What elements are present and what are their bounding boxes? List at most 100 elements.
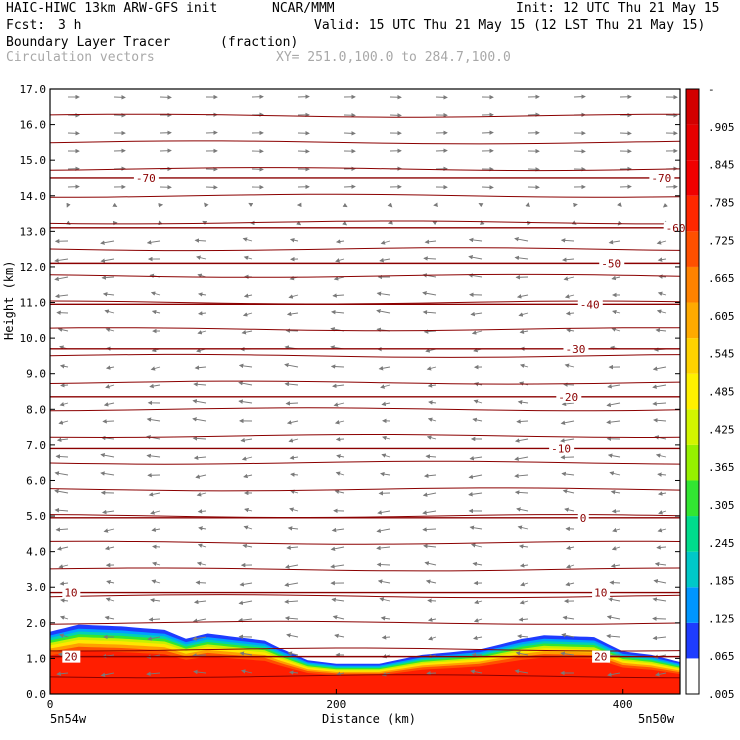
wind-vector [243,293,253,298]
isotherm-line [49,167,681,172]
isotherm-label-bg [592,650,611,663]
wind-vector [239,582,253,587]
isotherm-label-bg [663,221,689,234]
wind-vector [336,671,345,677]
isotherm-label-bg [577,298,603,311]
isotherm-line [49,514,681,518]
wind-vector [151,579,161,584]
wind-vector [151,309,161,315]
tracer-band [50,651,680,694]
wind-vector [376,308,391,314]
wind-vector [612,527,621,533]
isotherm-label: -40 [580,298,600,311]
wind-vector [617,202,622,208]
wind-vector [517,634,529,639]
y-tick-label: 6.0 [26,474,46,487]
wind-vector [289,507,299,512]
wind-vector [468,255,483,260]
wind-vector [334,420,345,425]
isotherm-line [49,113,681,118]
wind-vector [287,526,299,531]
wind-vector [563,382,575,387]
wind-vector [470,311,483,317]
wind-vector [607,384,621,389]
wind-vector [561,401,575,407]
wind-vector [652,401,667,406]
x-tick-label: 400 [613,698,633,711]
colorbar-label: .365 [708,461,735,474]
wind-vector [566,564,575,569]
y-tick-label: 14.0 [20,190,47,203]
wind-vector [428,400,437,405]
x-right-location: 5n50w [638,712,675,726]
colorbar-label: .545 [708,348,735,361]
wind-vector [652,597,667,602]
wind-vector [243,255,253,261]
wind-vector [606,419,621,425]
isotherm-line [49,193,681,198]
isotherm-line [49,434,681,439]
wind-vector [194,238,207,243]
colorbar-segment [686,338,699,374]
wind-vector [151,527,161,532]
wind-vector [194,365,207,370]
wind-vector [105,327,115,332]
wind-vector [100,240,115,245]
wind-vector [520,582,529,587]
vectors-label: Circulation vectors [6,50,155,65]
wind-vector [565,311,575,316]
isotherm-label-bg [577,511,589,524]
wind-vector [59,615,69,620]
wind-vector [427,617,437,622]
colorbar-label: .665 [708,272,735,285]
isotherm-label: -70 [136,172,156,185]
wind-vector [656,240,667,245]
wind-vector [607,453,621,458]
wind-vector [331,527,345,533]
y-tick-label: 2.0 [26,617,46,630]
colorbar-segment [686,231,699,267]
wind-vector [60,383,69,388]
wind-vector [422,527,437,532]
wind-vector [100,453,115,458]
wind-vector [514,438,529,443]
wind-vector [387,202,393,208]
wind-vector [560,420,575,425]
isotherm-label-bg [563,342,589,355]
wind-vector [469,525,483,530]
field-units: (fraction) [220,35,299,50]
wind-vector [102,292,115,297]
colorbar-label: .185 [708,575,735,588]
isotherm-line [49,140,681,145]
wind-vector [655,328,667,333]
wind-vector [472,417,483,423]
wind-vector [376,528,391,533]
wind-vector [286,311,299,317]
wind-vector [519,329,529,334]
wind-vector [426,435,437,440]
wind-vector [514,255,529,261]
wind-vector [423,256,437,261]
colorbar-frame [685,88,700,695]
wind-vector [432,221,438,226]
wind-vector [611,327,621,332]
colorbar-segment [686,373,699,410]
wind-vector [284,363,299,368]
wind-vector [54,276,69,282]
wind-vector [197,509,207,514]
wind-vector [149,383,161,389]
wind-vector [58,564,69,569]
wind-vector [376,545,391,551]
wind-vector [381,401,391,407]
wind-vector [379,257,391,263]
wind-vector [238,363,253,369]
wind-vector [428,636,437,641]
isotherm-line [49,353,681,358]
wind-vector [330,546,345,551]
wind-vector [146,417,161,422]
y-tick-label: 7.0 [26,439,46,452]
isotherm-label: 20 [594,651,607,664]
wind-vector [662,202,668,208]
colorbar-segment [686,160,699,196]
